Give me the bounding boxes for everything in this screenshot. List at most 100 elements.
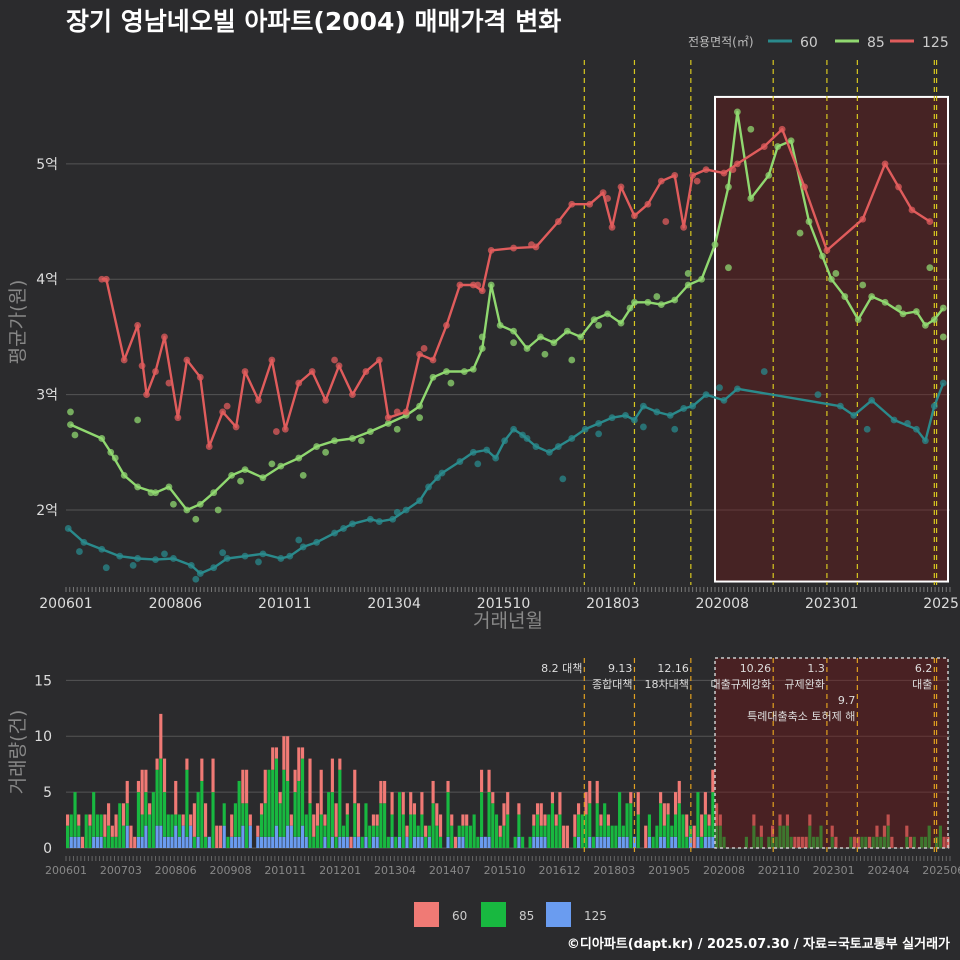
volume-bar-85	[446, 792, 450, 837]
volume-bar-60	[797, 836, 801, 848]
volume-bar-85	[204, 836, 208, 848]
volume-bar-85	[808, 825, 812, 848]
vol-x-tick-label: 202506	[922, 864, 960, 877]
volume-bar-60	[800, 836, 804, 848]
volume-bar-85	[278, 803, 282, 837]
volume-bar-60	[461, 814, 465, 826]
volume-bar-85	[409, 814, 413, 848]
volume-bar-85	[517, 814, 521, 837]
volume-bar-85	[588, 803, 592, 837]
volume-bar-60	[349, 836, 353, 848]
volume-bar-60	[371, 814, 375, 826]
volume-bar-85	[315, 825, 320, 848]
x-tick-label: 200806	[149, 596, 203, 612]
volume-bar-85	[677, 803, 681, 848]
volume-bar-125	[174, 825, 178, 848]
data-point-60	[255, 558, 262, 566]
volume-bar-85	[774, 836, 778, 848]
volume-bar-125	[577, 836, 581, 848]
volume-bar-85	[383, 803, 387, 848]
volume-bar-60	[666, 803, 670, 815]
volume-bar-85	[166, 814, 170, 837]
volume-bar-125	[177, 836, 182, 848]
volume-bar-125	[248, 825, 252, 848]
volume-bar-125	[162, 836, 167, 848]
bottom-legend-label-85: 85	[519, 909, 534, 923]
volume-bar-60	[218, 825, 223, 848]
volume-bar-60	[353, 769, 357, 804]
data-point-85	[510, 339, 517, 347]
vol-x-tick-label: 202404	[867, 864, 909, 877]
data-point-85	[322, 448, 330, 456]
volume-bar-85	[77, 825, 81, 837]
volume-bar-60	[293, 769, 297, 793]
volume-bar-125	[483, 836, 487, 848]
volume-bar-85	[397, 792, 402, 837]
volume-bar-85	[465, 825, 469, 848]
volume-bar-125	[625, 836, 629, 848]
volume-bar-60	[629, 792, 633, 804]
volume-bar-125	[241, 825, 245, 848]
volume-bar-85	[371, 825, 375, 837]
volume-bar-85	[502, 825, 506, 848]
volume-bar-85	[629, 803, 633, 848]
volume-bar-85	[185, 769, 189, 837]
x-tick-label: 2025	[923, 596, 959, 612]
volume-bar-60	[759, 825, 763, 837]
volume-bar-60	[338, 758, 342, 770]
volume-bar-60	[189, 814, 193, 826]
volume-bar-60	[162, 758, 167, 793]
volume-bar-60	[107, 803, 111, 826]
data-point-60	[192, 575, 200, 583]
data-point-60	[671, 425, 679, 433]
annotation-label: 특례대출축소 토허제 해	[747, 709, 855, 723]
volume-bar-85	[685, 836, 689, 848]
data-point-85	[299, 471, 307, 479]
volume-bar-60	[908, 836, 913, 848]
volume-bar-60	[532, 814, 536, 826]
volume-bar-60	[487, 769, 491, 793]
volume-bar-60	[248, 814, 252, 826]
volume-bar-85	[286, 780, 290, 826]
volume-bar-60	[323, 814, 327, 826]
volume-bar-85	[498, 836, 502, 848]
volume-bar-125	[412, 836, 417, 848]
volume-bar-85	[338, 769, 342, 837]
volume-bar-85	[226, 836, 230, 848]
data-point-85	[859, 281, 867, 289]
vol-x-tick-label: 201011	[264, 864, 306, 877]
annotation-date: 1.3	[807, 662, 825, 675]
volume-bar-125	[662, 836, 666, 848]
data-point-60	[474, 460, 482, 468]
volume-bar-60	[506, 792, 510, 815]
volume-bar-85	[103, 836, 107, 848]
volume-bar-125	[711, 836, 715, 848]
volume-bar-85	[174, 814, 178, 826]
volume-bar-60	[121, 803, 126, 826]
volume-bar-85	[424, 836, 428, 848]
volume-bar-85	[696, 792, 700, 837]
volume-bar-60	[245, 769, 249, 804]
volume-bar-60	[554, 814, 558, 826]
volume-bar-60	[856, 836, 860, 848]
volume-bar-60	[673, 792, 678, 815]
volume-bar-60	[543, 814, 547, 826]
volume-bar-85	[603, 803, 607, 837]
volume-bar-60	[308, 758, 312, 804]
volume-bar-125	[353, 836, 357, 848]
volume-bar-125	[427, 836, 431, 848]
volume-bar-125	[159, 825, 163, 848]
volume-bar-60	[942, 836, 946, 848]
volume-bar-85	[905, 836, 909, 848]
volume-bar-125	[543, 836, 547, 848]
volume-bar-60	[289, 814, 293, 826]
bottom-legend-swatch-60	[414, 902, 439, 927]
volume-bar-85	[756, 836, 760, 848]
volume-bar-60	[808, 814, 812, 826]
volume-bar-125	[300, 825, 305, 848]
data-point-85	[416, 414, 423, 422]
volume-bar-85	[293, 792, 297, 837]
volume-bar-60	[711, 769, 715, 793]
volume-bar-85	[233, 803, 237, 837]
volume-bar-85	[476, 836, 480, 848]
